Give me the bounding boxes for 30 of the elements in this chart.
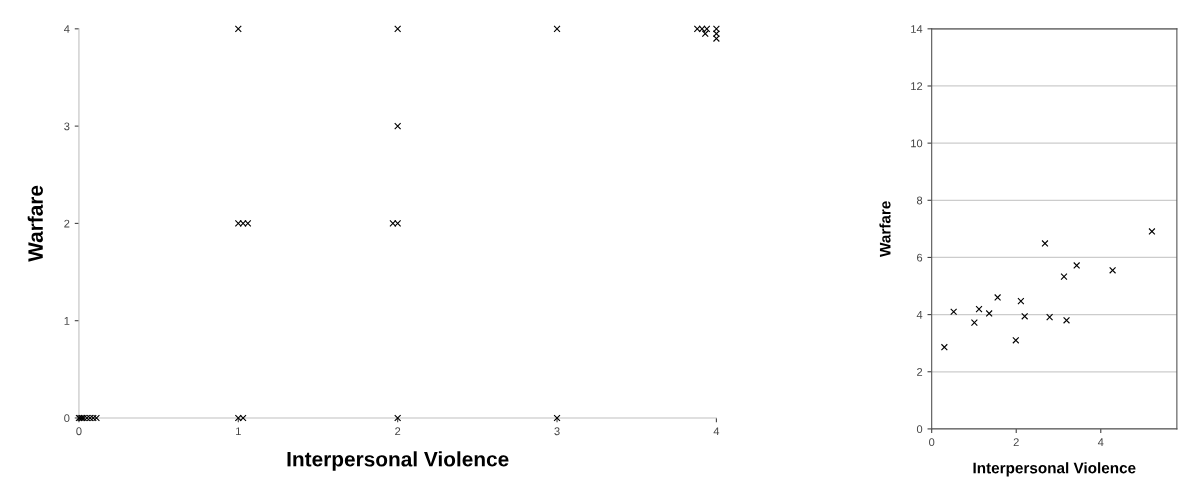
point [1148,227,1156,235]
y-tick-label: 12 [911,82,923,91]
y-tick-label: 1 [64,317,70,325]
point [985,309,993,317]
y-tick-label: 0 [64,414,70,423]
y-tick-label: 14 [911,25,923,33]
x-tick-label: 0 [929,438,935,447]
x-tick-label: 2 [395,427,401,436]
point [1060,273,1068,281]
x-tick-label: 1 [236,427,241,436]
x-tick-label: 3 [554,427,560,436]
y-tick-label: 4 [63,25,70,33]
y-tick-label: 2 [917,368,923,376]
x-tick-label: 4 [1097,438,1104,446]
y-tick-label: 10 [911,139,923,148]
y-tick-label: 6 [917,253,923,262]
y-tick-label: 8 [916,196,923,205]
y-axis-title: Warfare [27,185,43,262]
x-axis-title: Interpersonal Violence [973,462,1136,477]
point [712,25,720,33]
x-tick-label: 0 [76,427,82,436]
point [394,122,402,130]
y-axis-title: Warfare [879,201,891,258]
x-tick-label: 4 [713,427,720,436]
x-tick-label: 2 [1013,438,1019,446]
y-tick-label: 4 [916,310,923,319]
point [1041,239,1049,247]
y-tick-label: 3 [64,122,70,131]
y-tick-label: 2 [64,219,70,228]
x-axis-title: Interpersonal Violence [287,451,509,471]
